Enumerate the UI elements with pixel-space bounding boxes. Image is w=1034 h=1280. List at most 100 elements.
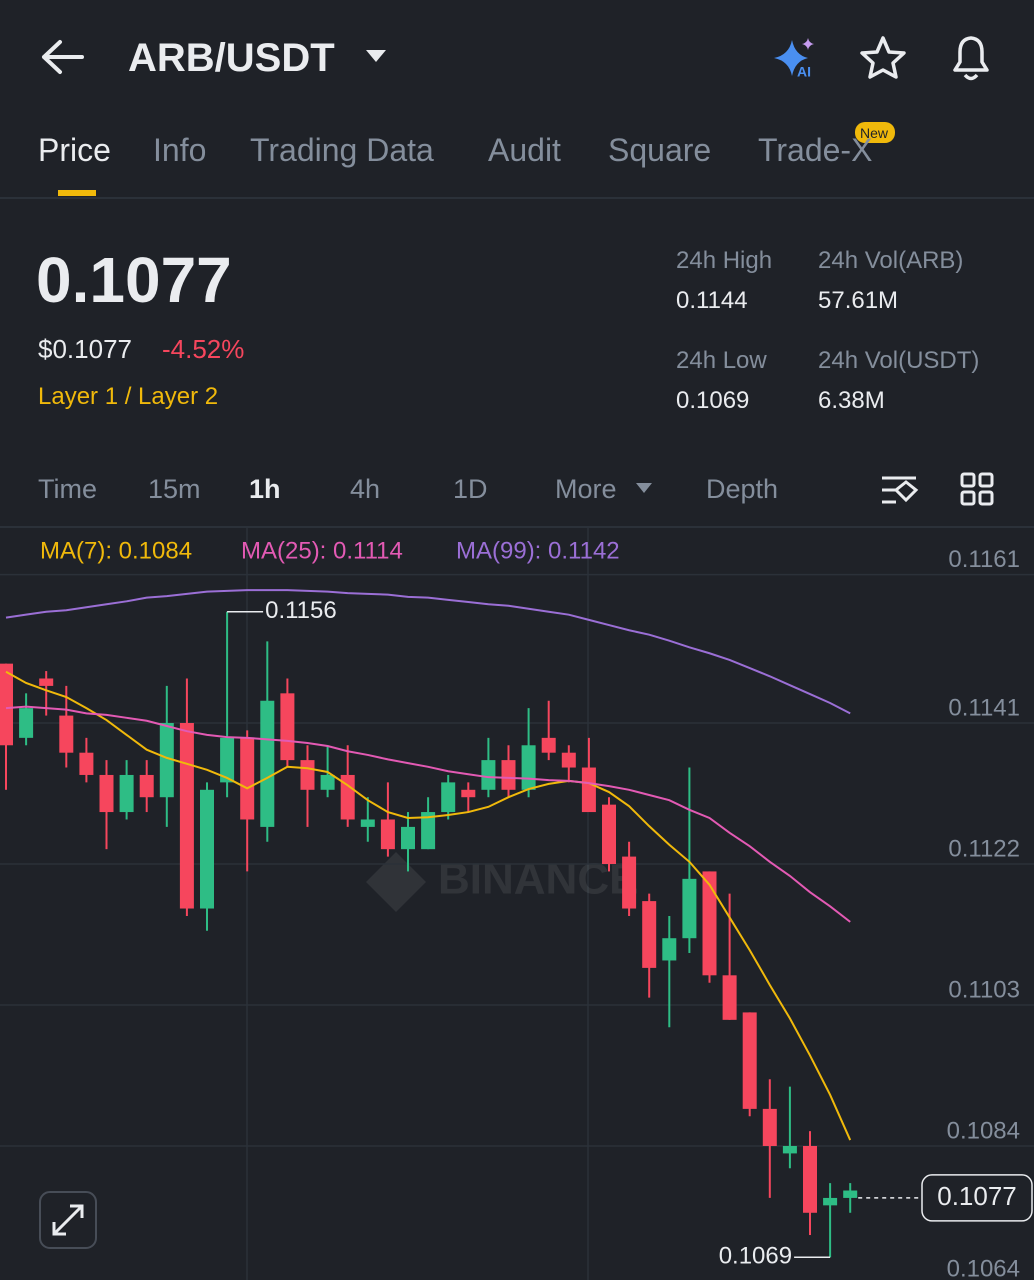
candle-body [360,819,375,827]
chart: BINANCE 0.11610.11410.11220.11030.10840.… [0,528,1034,1280]
sector-tag[interactable]: Layer 1 / Layer 2 [38,383,219,410]
candle-body [240,737,255,820]
ma-line [5,705,851,923]
candle-body [260,700,275,827]
low-label: 0.1069 [719,1243,792,1270]
candle-body [159,723,174,798]
price-change: -4.52% [162,334,245,364]
badge-bg [855,122,895,143]
high-label: 0.1156 [265,597,337,624]
tab[interactable]: Audit [488,132,561,168]
candle-body [139,774,154,798]
header-icons: AI [0,36,1034,528]
candle-body [179,723,194,909]
stat-value: 0.1069 [676,387,750,414]
last-price-box [921,1174,1033,1222]
pair-title[interactable]: ARB/USDT [128,36,335,80]
usd-price: $0.1077 [38,334,132,364]
candle-body [481,760,496,790]
ma-line [5,670,852,1141]
ai-button[interactable]: AI [774,38,814,80]
interval[interactable]: 1h [249,474,281,504]
y-tick-label: 0.1064 [947,1255,1020,1280]
candle-body [200,789,214,909]
stat-label: 24h High [676,247,773,274]
last-price: 0.1077 [36,244,232,316]
legend-entry: MA(7): 0.1084 [40,537,192,564]
y-tick-label: 0.1161 [948,546,1020,573]
interval[interactable]: More [555,474,617,504]
candle-body [541,737,556,753]
svg-text:AI: AI [797,64,811,80]
pair-dropdown[interactable] [366,50,386,62]
candle-body [501,760,516,790]
candle-body [19,708,34,738]
candle-body [0,663,13,746]
watermark-logo [366,852,426,912]
candle-body [280,693,295,761]
alert-button[interactable] [953,36,989,81]
candle-body [461,789,476,798]
tab[interactable]: Info [153,132,207,168]
candle-body [843,1190,858,1198]
tab[interactable]: Price [38,132,111,168]
interval[interactable]: Depth [706,474,779,504]
back-button[interactable] [42,40,84,74]
candle-body [521,745,536,790]
candle-body [602,804,616,865]
candle-body [441,782,456,813]
stat-label: 24h Vol(ARB) [818,247,964,274]
candle-body [581,767,596,813]
legend-entry: MA(25): 0.1114 [241,537,403,564]
candle-body [642,901,657,968]
y-tick-label: 0.1084 [947,1117,1020,1144]
tab[interactable]: Trade-X [758,132,873,168]
candle-body [59,715,74,753]
ma-line [5,589,851,715]
stat-label: 24h Vol(USDT) [818,347,980,374]
indicator-settings[interactable] [882,476,919,504]
tab[interactable]: Square [608,132,712,168]
candle-body [803,1145,817,1213]
candle-body [39,678,54,686]
candle-body [622,856,637,909]
candle-body [300,760,315,790]
y-tick-label: 0.1103 [948,976,1020,1003]
y-tick-label: 0.1122 [948,835,1020,862]
candle-body [682,878,697,939]
expand-button[interactable] [39,1191,97,1249]
candle-body [662,938,677,961]
more-caret [636,483,652,493]
candle-body [340,774,355,820]
interval[interactable]: Time [38,474,97,504]
candle-body [119,774,134,813]
candle-body [401,826,415,850]
candle-body [380,819,395,850]
candle-body [421,812,436,850]
candle-body [762,1108,777,1146]
legend-entry: MA(99): 0.1142 [456,537,620,564]
candle-body [823,1197,838,1206]
y-tick-label: 0.1141 [948,694,1020,721]
layout-button[interactable] [960,472,994,506]
stat-label: 24h Low [676,347,767,374]
candle-body [742,1012,757,1109]
interval[interactable]: 15m [148,474,201,504]
candle-body [220,737,235,783]
last-price-label: 0.1077 [937,1181,1017,1211]
candle-body [320,774,335,790]
stat-value: 0.1144 [676,287,748,314]
new-badge: New [860,125,889,141]
tab[interactable]: Trading Data [250,132,434,168]
interval[interactable]: 1D [453,474,488,504]
favorite-button[interactable] [860,36,906,79]
candle-body [722,975,737,1020]
tab-indicator [58,190,96,196]
candle-body [79,752,94,775]
candle-body [782,1145,797,1154]
interval[interactable]: 4h [350,474,381,504]
candle-body [99,774,114,813]
candle-body [702,871,717,976]
stat-value: 57.61M [818,287,899,314]
